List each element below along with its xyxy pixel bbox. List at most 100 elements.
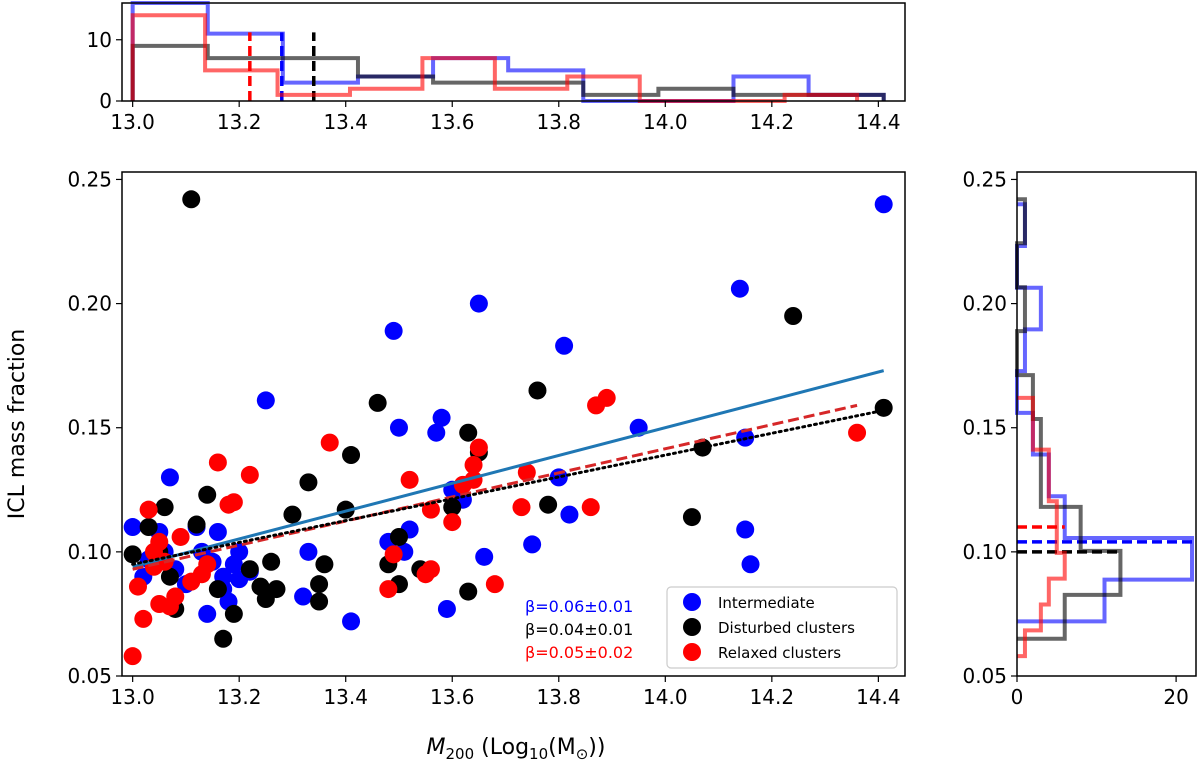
intermediate-fit bbox=[132, 369, 885, 569]
point-disturbed-clusters bbox=[874, 398, 893, 417]
x-tick-label: 14.0 bbox=[643, 685, 688, 709]
point-intermediate bbox=[741, 555, 760, 574]
x-tick-label: 13.8 bbox=[537, 110, 582, 134]
fit-lines bbox=[131, 369, 886, 571]
point-relaxed-clusters bbox=[485, 575, 504, 594]
top-histogram-y-ticks: 0 10 bbox=[87, 28, 122, 113]
point-disturbed-clusters bbox=[187, 515, 206, 534]
x-label-sub: 200 bbox=[446, 745, 475, 763]
x-tick-label: 0 bbox=[1011, 685, 1024, 709]
point-relaxed-clusters bbox=[421, 560, 440, 579]
point-intermediate bbox=[736, 520, 755, 539]
point-disturbed-clusters bbox=[459, 423, 478, 442]
y-tick-label: 0.20 bbox=[962, 292, 1007, 316]
top-hist-step-disturbed-clusters bbox=[130, 43, 886, 101]
point-intermediate bbox=[475, 547, 494, 566]
right-hist-step-intermediate bbox=[1015, 202, 1195, 624]
point-relaxed-clusters bbox=[384, 545, 403, 564]
point-disturbed-clusters bbox=[784, 307, 803, 325]
point-intermediate bbox=[198, 604, 217, 623]
y-tick-label: 0.25 bbox=[962, 167, 1007, 191]
legend-box bbox=[666, 586, 898, 669]
point-disturbed-clusters bbox=[539, 495, 558, 514]
y-tick-label: 0.25 bbox=[67, 167, 112, 191]
main-scatter: 13.0 13.2 13.4 13.6 13.8 14.0 14.2 14.4 0.05 0.1… bbox=[5, 167, 906, 763]
point-relaxed-clusters bbox=[512, 498, 531, 517]
legend-marker-disturbed bbox=[683, 618, 701, 636]
point-disturbed-clusters bbox=[315, 555, 334, 574]
x-tick-label: 13.6 bbox=[430, 110, 475, 134]
y-tick-label: 0 bbox=[99, 89, 112, 113]
x-tick-label: 13.0 bbox=[110, 110, 155, 134]
x-tick-label: 14.4 bbox=[856, 110, 901, 134]
point-relaxed-clusters bbox=[379, 580, 398, 599]
x-label-symbol: M bbox=[427, 735, 446, 760]
point-disturbed-clusters bbox=[682, 508, 701, 527]
point-intermediate bbox=[123, 518, 142, 537]
main-x-ticks: 13.0 13.2 13.4 13.6 13.8 14.0 14.2 14.4 bbox=[110, 676, 901, 709]
point-relaxed-clusters bbox=[198, 555, 217, 574]
point-intermediate bbox=[427, 423, 446, 442]
point-disturbed-clusters bbox=[283, 505, 302, 524]
x-tick-label: 14.0 bbox=[643, 110, 688, 134]
x-tick-label: 14.2 bbox=[750, 110, 795, 134]
point-relaxed-clusters bbox=[123, 647, 142, 666]
top-histogram-bars bbox=[130, 1, 886, 103]
point-relaxed-clusters bbox=[581, 498, 600, 517]
point-intermediate bbox=[389, 418, 408, 437]
x-tick-label: 13.0 bbox=[110, 685, 155, 709]
point-disturbed-clusters bbox=[214, 629, 233, 648]
x-label-sun: ⊙ bbox=[576, 745, 589, 763]
point-intermediate bbox=[342, 612, 361, 631]
point-relaxed-clusters bbox=[464, 455, 483, 474]
point-relaxed-clusters bbox=[848, 423, 867, 442]
relaxed-fit bbox=[132, 403, 858, 571]
point-disturbed-clusters bbox=[299, 473, 318, 492]
disturbed-fit bbox=[131, 408, 886, 566]
legend-marker-relaxed bbox=[683, 643, 701, 661]
point-relaxed-clusters bbox=[139, 500, 158, 519]
point-disturbed-clusters bbox=[262, 552, 281, 571]
point-intermediate bbox=[730, 279, 749, 298]
top-histogram-frame bbox=[121, 2, 906, 102]
point-relaxed-clusters bbox=[166, 587, 185, 606]
point-disturbed-clusters bbox=[208, 580, 227, 599]
y-tick-label: 0.15 bbox=[67, 416, 112, 440]
x-label-mid: (M bbox=[548, 735, 576, 760]
point-relaxed-clusters bbox=[443, 513, 462, 532]
point-relaxed-clusters bbox=[128, 577, 147, 596]
y-tick-label: 0.20 bbox=[67, 292, 112, 316]
point-disturbed-clusters bbox=[198, 485, 217, 504]
point-disturbed-clusters bbox=[224, 604, 243, 623]
slope-relaxed: β=0.05±0.02 bbox=[525, 643, 633, 662]
x-tick-label: 14.4 bbox=[856, 685, 901, 709]
point-disturbed-clusters bbox=[528, 381, 547, 400]
x-tick-label: 13.6 bbox=[430, 685, 475, 709]
point-relaxed-clusters bbox=[224, 493, 243, 512]
slope-disturbed: β=0.04±0.01 bbox=[525, 620, 633, 639]
y-tick-label: 0.15 bbox=[962, 416, 1007, 440]
point-intermediate bbox=[432, 408, 451, 427]
point-disturbed-clusters bbox=[155, 498, 174, 517]
x-tick-label: 13.8 bbox=[537, 685, 582, 709]
point-relaxed-clusters bbox=[597, 388, 616, 407]
x-tick-label: 13.2 bbox=[217, 110, 262, 134]
point-disturbed-clusters bbox=[160, 567, 179, 586]
scatter-points bbox=[123, 190, 893, 666]
y-axis-label: ICL mass fraction bbox=[5, 329, 30, 519]
legend-marker-intermediate bbox=[683, 593, 701, 611]
point-disturbed-clusters bbox=[182, 190, 201, 209]
x-label-rest: (Log bbox=[474, 735, 529, 760]
point-disturbed-clusters bbox=[267, 580, 286, 599]
point-intermediate bbox=[384, 321, 403, 340]
x-label-end: )) bbox=[588, 735, 605, 760]
point-intermediate bbox=[523, 535, 542, 554]
point-disturbed-clusters bbox=[368, 393, 387, 412]
x-label-sub2: 10 bbox=[529, 745, 548, 763]
point-relaxed-clusters bbox=[208, 453, 227, 472]
point-relaxed-clusters bbox=[240, 465, 259, 484]
point-intermediate bbox=[299, 542, 318, 561]
x-tick-label: 20 bbox=[1163, 685, 1188, 709]
point-disturbed-clusters bbox=[139, 518, 158, 537]
